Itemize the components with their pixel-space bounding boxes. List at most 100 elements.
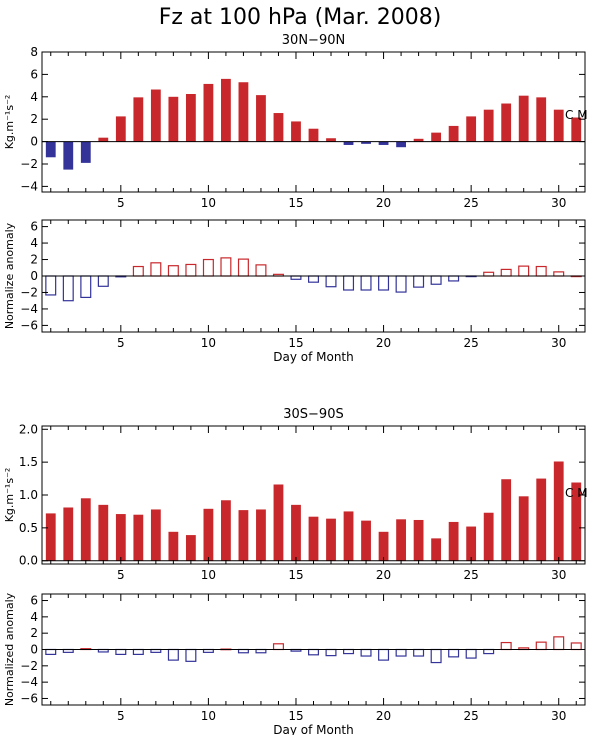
bar-day-10 (203, 508, 214, 561)
bar-day-29 (536, 97, 547, 142)
bar-day-23 (430, 275, 442, 285)
bar-day-26 (483, 271, 495, 277)
bar-day-21 (396, 519, 406, 561)
bar-day-22 (413, 275, 425, 288)
bar-day-9 (185, 648, 197, 662)
bar-day-28 (518, 496, 529, 561)
bar-day-26 (483, 512, 494, 561)
bar-day-18 (343, 511, 354, 561)
bar-day-20 (378, 141, 389, 145)
bar-day-8 (167, 265, 179, 277)
bar-day-18 (343, 275, 355, 291)
x-tick-label: 30 (551, 709, 566, 723)
bar-day-6 (133, 514, 144, 561)
bar-day-30 (553, 109, 564, 142)
bar-day-29 (536, 478, 547, 561)
bar-day-14 (273, 484, 284, 561)
bar-day-25 (466, 116, 477, 142)
bar-day-3 (80, 141, 91, 163)
bar-day-13 (255, 264, 267, 277)
x-tick-label: 30 (551, 196, 566, 210)
y-axis-label: Normalized anomaly (3, 592, 16, 706)
y-tick-label: −2 (20, 659, 38, 673)
bar-day-15 (291, 504, 301, 561)
y-axis-label: Kg.m⁻¹s⁻² (3, 95, 16, 150)
x-tick-label: 30 (551, 336, 566, 350)
y-axis-label: Kg.m⁻¹s⁻² (3, 468, 16, 523)
y-tick-label: 2 (30, 112, 38, 126)
y-tick-label: 6 (30, 220, 38, 234)
bar-day-8 (168, 531, 179, 561)
bar-day-20 (378, 275, 390, 291)
bar-day-8 (168, 96, 179, 142)
cm-annotation: C M (565, 108, 588, 122)
bar-day-18 (343, 648, 355, 655)
bar-day-24 (448, 275, 460, 282)
x-tick-label: 30 (551, 568, 566, 582)
figure-title: Fz at 100 hPa (Mar. 2008) (159, 5, 442, 30)
y-tick-label: 1.0 (19, 488, 38, 502)
bar-day-16 (308, 648, 320, 656)
bar-day-16 (308, 275, 320, 283)
y-tick-label: −2 (20, 285, 38, 299)
bar-day-23 (430, 648, 442, 664)
chart-panel-3: 30S−90S 0.0 0.5 1.0 1.5 2.0 5 10 15 20 25 30 Kg.m⁻¹s… (3, 407, 588, 582)
bar-day-20 (378, 648, 390, 661)
bar-day-31 (571, 117, 582, 142)
bar-day-24 (448, 125, 459, 142)
bar-day-13 (256, 509, 266, 561)
y-tick-label: −4 (20, 179, 38, 193)
y-tick-label: 2.0 (19, 422, 38, 436)
bar-day-5 (115, 648, 127, 656)
bar-day-22 (413, 648, 425, 657)
bar-day-31 (570, 642, 582, 651)
x-tick-label: 10 (201, 336, 216, 350)
bar-day-3 (80, 275, 92, 299)
y-tick-label: −6 (20, 691, 38, 705)
bar-day-11 (221, 500, 231, 561)
bar-day-21 (396, 141, 406, 148)
y-tick-label: −2 (20, 157, 38, 171)
bar-day-14 (273, 113, 284, 142)
bar-day-23 (431, 538, 442, 561)
bar-day-19 (360, 648, 372, 657)
bar-day-6 (133, 97, 144, 142)
bar-day-30 (553, 461, 564, 561)
y-tick-label: 6 (30, 594, 38, 608)
bar-day-2 (62, 275, 74, 302)
x-tick-label: 5 (117, 709, 125, 723)
bar-day-11 (220, 257, 232, 277)
x-tick-label: 15 (288, 568, 303, 582)
x-tick-label: 25 (464, 568, 479, 582)
bar-day-9 (185, 263, 197, 277)
bar-day-19 (361, 141, 371, 144)
bar-day-20 (378, 531, 389, 561)
bar-day-5 (115, 514, 126, 561)
bar-day-25 (465, 648, 477, 659)
bar-day-17 (325, 275, 337, 288)
y-tick-label: 2 (30, 253, 38, 267)
bar-day-26 (483, 648, 495, 655)
y-tick-label: 2 (30, 626, 38, 640)
bar-day-8 (167, 648, 179, 661)
x-tick-label: 25 (464, 709, 479, 723)
y-tick-label: 0.5 (19, 521, 38, 535)
bar-day-7 (150, 89, 161, 142)
y-axis-label: Normalize anomaly (3, 222, 16, 329)
chart-panel-2: −6 −4 −2 0 2 4 6 5 10 15 20 25 30 Day of Month Normali… (3, 219, 586, 364)
bar-day-3 (80, 498, 91, 561)
bar-day-27 (501, 479, 512, 561)
bar-day-6 (132, 648, 144, 656)
x-tick-label: 10 (201, 709, 216, 723)
bar-day-5 (115, 116, 126, 142)
bar-day-19 (361, 520, 371, 561)
bar-day-4 (98, 137, 109, 142)
bar-day-16 (308, 516, 319, 561)
x-tick-label: 5 (117, 336, 125, 350)
bar-day-30 (553, 271, 565, 277)
bar-day-22 (413, 519, 424, 561)
bar-day-17 (325, 648, 337, 657)
bar-day-10 (202, 258, 214, 277)
bar-day-12 (237, 258, 249, 277)
